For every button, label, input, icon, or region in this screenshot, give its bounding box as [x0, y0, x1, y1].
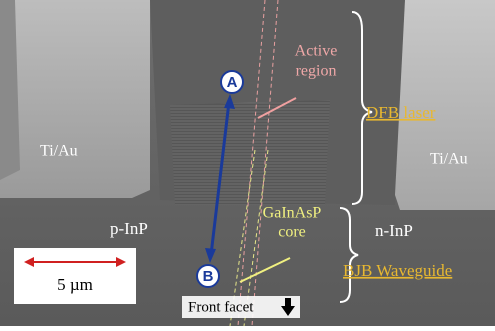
front-facet-label: Front facet	[188, 299, 254, 315]
core-label: GaInAsP	[263, 205, 322, 222]
core-label: core	[278, 224, 306, 241]
sem-image: A B Active region DFB laser Ti/Au Ti/Au …	[0, 0, 495, 326]
pad-left	[0, 0, 150, 198]
point-b-label: B	[203, 268, 214, 285]
n-inp-label: n-InP	[375, 221, 413, 240]
ti-au-right-label: Ti/Au	[430, 151, 468, 168]
p-inp-label: p-InP	[110, 219, 148, 238]
point-a-label: A	[227, 74, 238, 91]
scale-label: 5 µm	[57, 275, 93, 294]
dfb-laser-label: DFB laser	[366, 103, 436, 122]
ti-au-left-label: Ti/Au	[40, 143, 78, 160]
bjb-waveguide-label: BJB Waveguide	[343, 261, 452, 280]
active-region-label: region	[296, 63, 337, 80]
grating	[170, 100, 330, 205]
active-region-label: Active	[295, 43, 338, 60]
